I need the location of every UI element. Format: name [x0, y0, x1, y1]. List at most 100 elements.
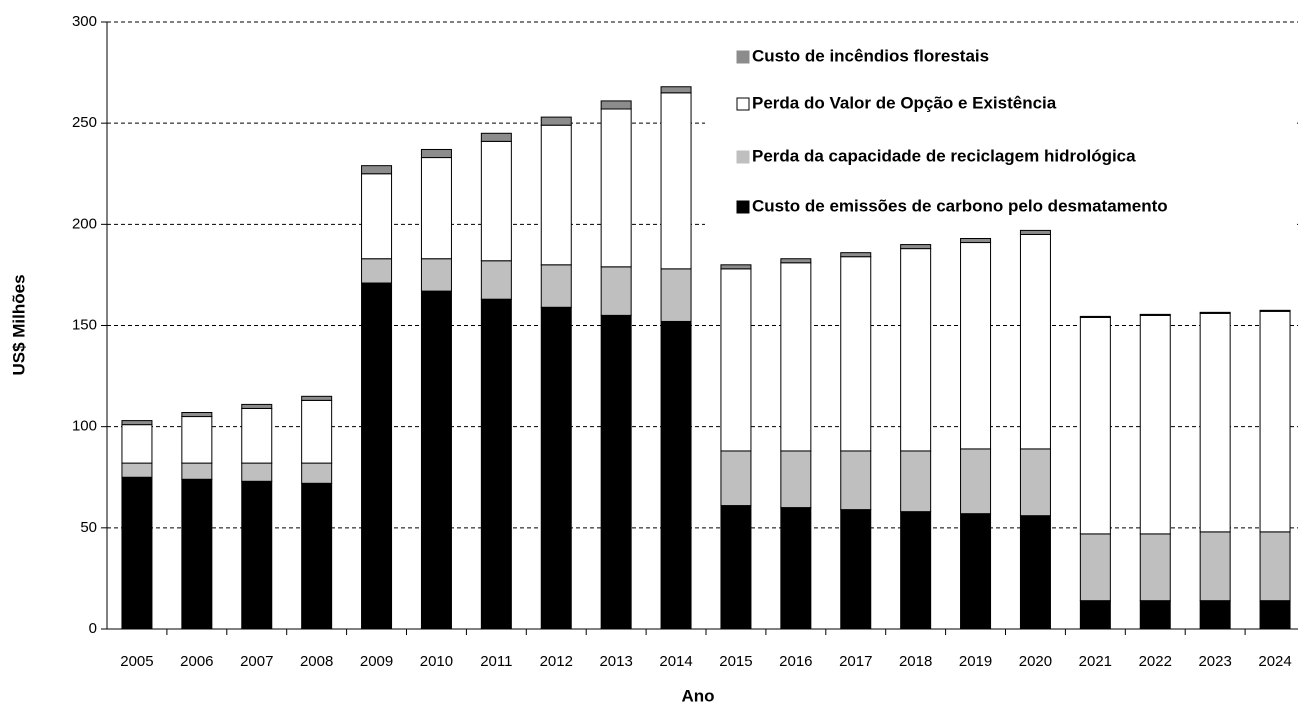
bar-segment: [301, 395, 333, 401]
x-tick-label: 2011: [480, 653, 512, 670]
bar-segment: [660, 268, 692, 322]
bar-segment: [361, 258, 393, 284]
legend-label: Custo de emissões de carbono pelo desmat…: [752, 196, 1168, 215]
y-tick-label: 300: [72, 13, 97, 30]
x-tick-label: 2023: [1198, 653, 1231, 670]
bar-segment: [121, 476, 153, 630]
bar-segment: [241, 403, 273, 409]
bar-segment: [1199, 312, 1231, 533]
y-tick-label: 0: [89, 620, 97, 637]
bar-segment: [420, 258, 452, 292]
bar-segment: [540, 124, 572, 266]
bar-segment: [1139, 313, 1171, 316]
bar-segment: [1139, 600, 1171, 630]
x-tick-label: 2017: [839, 653, 872, 670]
bar-segment: [780, 262, 812, 452]
legend-swatch: [736, 97, 750, 111]
bar-segment: [780, 507, 812, 630]
bar-segment: [900, 511, 932, 630]
bar-segment: [840, 252, 872, 258]
bar-segment: [121, 420, 153, 426]
bar-segment: [420, 148, 452, 159]
bar-segment: [1019, 229, 1051, 235]
bar-segment: [660, 92, 692, 270]
bar-segment: [600, 100, 632, 110]
y-axis-label: US$ Milhões: [9, 274, 28, 375]
x-tick-label: 2019: [959, 653, 992, 670]
y-tick-label: 200: [72, 215, 97, 232]
x-tick-label: 2015: [719, 653, 752, 670]
legend-swatch: [736, 50, 750, 64]
legend-label: Perda do Valor de Opção e Existência: [752, 93, 1057, 112]
bar-segment: [1139, 533, 1171, 602]
x-tick-label: 2009: [360, 653, 393, 670]
y-tick-label: 100: [72, 418, 97, 435]
bar-segment: [540, 306, 572, 630]
bar-segment: [361, 173, 393, 260]
bar-segment: [840, 509, 872, 630]
bar-segment: [1019, 515, 1051, 630]
bar-segment: [480, 260, 512, 300]
bar-segment: [600, 108, 632, 268]
bar-segment: [1019, 448, 1051, 517]
bar-segment: [960, 237, 992, 244]
bar-segment: [361, 282, 393, 630]
bar-segment: [241, 407, 273, 464]
bar-segment: [780, 258, 812, 264]
bar-segment: [1199, 531, 1231, 602]
y-tick-label: 50: [80, 519, 97, 536]
bar-segment: [420, 290, 452, 630]
bar-segment: [540, 116, 572, 126]
bar-segment: [1139, 314, 1171, 535]
x-tick-label: 2005: [120, 653, 153, 670]
bar-segment: [960, 448, 992, 515]
bar-segment: [1199, 600, 1231, 630]
bar-segment: [720, 268, 752, 452]
bar-segment: [960, 242, 992, 450]
bar-segment: [600, 314, 632, 630]
x-tick-label: 2013: [599, 653, 632, 670]
bar-segment: [121, 424, 153, 464]
bar-segment: [361, 165, 393, 175]
y-tick-label: 250: [72, 114, 97, 131]
x-tick-label: 2024: [1258, 653, 1291, 670]
bar-segment: [1019, 233, 1051, 450]
bar-segment: [1079, 316, 1111, 535]
x-tick-label: 2010: [420, 653, 453, 670]
x-tick-label: 2021: [1079, 653, 1112, 670]
bar-segment: [1079, 600, 1111, 630]
bar-segment: [660, 86, 692, 94]
bar-segment: [181, 412, 213, 418]
bar-segment: [780, 450, 812, 509]
bar-segment: [840, 450, 872, 511]
x-axis-label: Ano: [681, 686, 714, 705]
bar-segment: [480, 298, 512, 630]
bar-segment: [480, 140, 512, 262]
bar-segment: [900, 244, 932, 250]
legend-label: Custo de incêndios florestais: [752, 46, 989, 65]
bar-segment: [840, 256, 872, 452]
bar-segment: [1259, 531, 1291, 602]
x-tick-label: 2020: [1019, 653, 1052, 670]
x-tick-label: 2018: [899, 653, 932, 670]
x-tick-label: 2012: [540, 653, 573, 670]
bar-segment: [1259, 309, 1291, 312]
x-tick-label: 2007: [240, 653, 273, 670]
bar-segment: [181, 462, 213, 480]
bar-segment: [181, 416, 213, 464]
bar-segment: [1079, 533, 1111, 602]
bar-segment: [960, 513, 992, 630]
bar-segment: [600, 266, 632, 316]
x-tick-label: 2008: [300, 653, 333, 670]
legend-swatch: [736, 150, 750, 164]
legend-swatch: [736, 200, 750, 214]
bar-segment: [420, 157, 452, 260]
bar-segment: [241, 480, 273, 630]
bar-segment: [1199, 311, 1231, 314]
bar-segment: [720, 450, 752, 507]
bar-segment: [660, 320, 692, 630]
bar-segment: [241, 462, 273, 482]
bar-segment: [900, 450, 932, 513]
bar-segment: [181, 478, 213, 630]
